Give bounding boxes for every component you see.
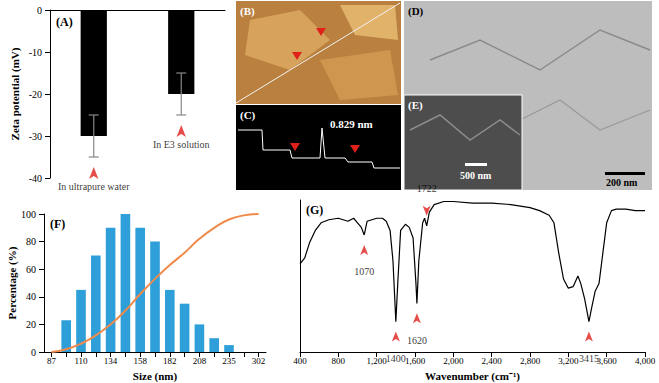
svg-text:In ultrapure water: In ultrapure water <box>58 181 130 192</box>
svg-text:400: 400 <box>293 356 307 366</box>
svg-text:110: 110 <box>74 356 88 366</box>
svg-text:Size (nm): Size (nm) <box>133 370 178 383</box>
svg-text:3415: 3415 <box>579 353 599 364</box>
svg-text:40: 40 <box>26 291 36 302</box>
svg-text:(E): (E) <box>408 99 423 112</box>
svg-text:-10: -10 <box>29 47 42 58</box>
svg-text:1070: 1070 <box>354 266 374 277</box>
svg-text:100: 100 <box>21 209 36 220</box>
svg-text:-20: -20 <box>29 89 42 100</box>
svg-text:(C): (C) <box>240 109 256 122</box>
svg-text:2,400: 2,400 <box>482 356 503 366</box>
svg-text:0: 0 <box>37 5 42 16</box>
svg-text:235: 235 <box>222 356 236 366</box>
svg-text:1,200: 1,200 <box>367 356 388 366</box>
svg-text:800: 800 <box>332 356 346 366</box>
svg-text:302: 302 <box>252 356 266 366</box>
svg-text:158: 158 <box>133 356 147 366</box>
svg-text:4,000: 4,000 <box>635 356 656 366</box>
svg-text:500 nm: 500 nm <box>460 170 492 181</box>
svg-text:2,000: 2,000 <box>443 356 464 366</box>
svg-text:(G): (G) <box>306 203 323 217</box>
svg-text:60: 60 <box>26 264 36 275</box>
svg-text:2,800: 2,800 <box>520 356 541 366</box>
svg-text:3,200: 3,200 <box>558 356 579 366</box>
svg-text:1722: 1722 <box>417 183 437 194</box>
svg-text:(D): (D) <box>408 5 424 18</box>
svg-text:(F): (F) <box>50 217 65 231</box>
svg-text:In E3 solution: In E3 solution <box>153 139 210 150</box>
svg-text:Percentage (%): Percentage (%) <box>6 246 19 319</box>
svg-text:87: 87 <box>47 356 57 366</box>
svg-text:-40: -40 <box>29 173 42 184</box>
svg-text:(B): (B) <box>240 5 255 18</box>
svg-text:3,600: 3,600 <box>597 356 618 366</box>
svg-text:20: 20 <box>26 319 36 330</box>
svg-text:0: 0 <box>31 347 36 358</box>
svg-text:Zeta potential (mV): Zeta potential (mV) <box>9 47 22 140</box>
svg-text:182: 182 <box>163 356 177 366</box>
svg-text:-30: -30 <box>29 131 42 142</box>
svg-text:0.829 nm: 0.829 nm <box>330 118 373 130</box>
svg-text:200 nm: 200 nm <box>606 177 638 188</box>
svg-text:(A): (A) <box>56 15 73 29</box>
svg-text:208: 208 <box>193 356 207 366</box>
svg-text:1400: 1400 <box>386 353 406 364</box>
svg-text:134: 134 <box>104 356 118 366</box>
svg-text:Wavenumber (cm⁻¹): Wavenumber (cm⁻¹) <box>425 370 520 383</box>
svg-text:1,600: 1,600 <box>405 356 426 366</box>
svg-text:80: 80 <box>26 236 36 247</box>
svg-text:1620: 1620 <box>407 335 427 346</box>
